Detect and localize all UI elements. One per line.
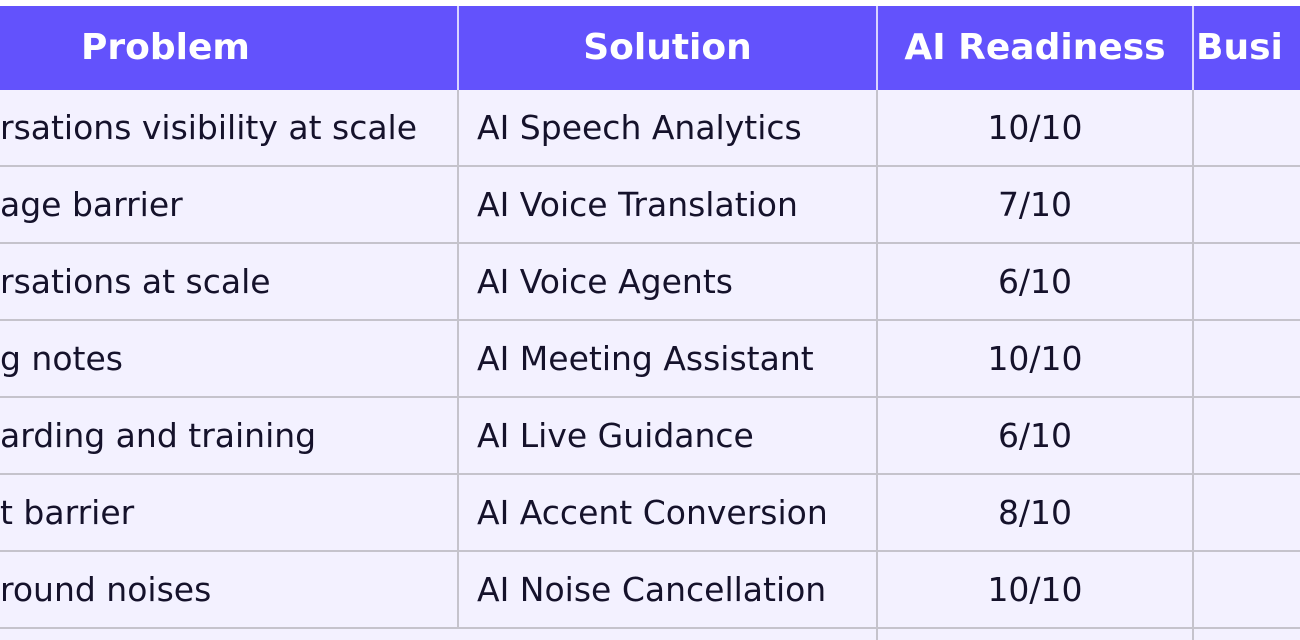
problem-text: t barrier bbox=[0, 493, 135, 532]
problem-cell: g notes bbox=[0, 321, 459, 396]
business-cell bbox=[1194, 167, 1300, 242]
business-cell bbox=[1194, 321, 1300, 396]
problem-text: arding and training bbox=[0, 416, 317, 455]
solution-cell: AI Speech Analytics bbox=[459, 90, 878, 165]
readiness-cell: 10/10 bbox=[878, 90, 1194, 165]
table-row: rsations at scale AI Voice Agents 6/10 bbox=[0, 244, 1300, 321]
readiness-cell bbox=[878, 629, 1194, 640]
problem-cell: arding and training bbox=[0, 398, 459, 473]
business-cell bbox=[1194, 475, 1300, 550]
problem-cell: rsations at scale bbox=[0, 244, 459, 319]
readiness-cell: 6/10 bbox=[878, 244, 1194, 319]
table-header-row: Problem Solution AI Readiness Busi bbox=[0, 6, 1300, 90]
readiness-cell: 7/10 bbox=[878, 167, 1194, 242]
table-row: t barrier AI Accent Conversion 8/10 bbox=[0, 475, 1300, 552]
header-business: Busi bbox=[1196, 27, 1283, 68]
readiness-cell: 8/10 bbox=[878, 475, 1194, 550]
problem-text: rsations visibility at scale bbox=[0, 108, 418, 147]
problem-text: age barrier bbox=[0, 185, 183, 224]
table-row: g notes AI Meeting Assistant 10/10 bbox=[0, 321, 1300, 398]
business-cell bbox=[1194, 398, 1300, 473]
header-solution: Solution bbox=[459, 6, 878, 90]
business-cell bbox=[1194, 90, 1300, 165]
readiness-cell: 6/10 bbox=[878, 398, 1194, 473]
solution-cell: AI Noise Cancellation bbox=[459, 552, 878, 627]
solution-cell: AI Meeting Assistant bbox=[459, 321, 878, 396]
solution-cell: AI Live Guidance bbox=[459, 398, 878, 473]
solution-cell bbox=[459, 629, 878, 640]
header-ai-readiness: AI Readiness bbox=[878, 6, 1194, 90]
solution-cell: AI Voice Agents bbox=[459, 244, 878, 319]
problem-text: round noises bbox=[0, 570, 212, 609]
readiness-cell: 10/10 bbox=[878, 321, 1194, 396]
business-cell bbox=[1194, 552, 1300, 627]
table-row-partial bbox=[0, 629, 1300, 640]
problem-cell: age barrier bbox=[0, 167, 459, 242]
table-row: rsations visibility at scale AI Speech A… bbox=[0, 90, 1300, 167]
solution-cell: AI Accent Conversion bbox=[459, 475, 878, 550]
table-row: round noises AI Noise Cancellation 10/10 bbox=[0, 552, 1300, 629]
table-row: age barrier AI Voice Translation 7/10 bbox=[0, 167, 1300, 244]
problem-text: g notes bbox=[0, 339, 123, 378]
table-row: arding and training AI Live Guidance 6/1… bbox=[0, 398, 1300, 475]
problem-cell: t barrier bbox=[0, 475, 459, 550]
readiness-cell: 10/10 bbox=[878, 552, 1194, 627]
problem-text: rsations at scale bbox=[0, 262, 271, 301]
header-problem: Problem bbox=[0, 6, 459, 90]
problem-cell: round noises bbox=[0, 552, 459, 627]
business-cell bbox=[1194, 244, 1300, 319]
solution-cell: AI Voice Translation bbox=[459, 167, 878, 242]
problem-cell: rsations visibility at scale bbox=[0, 90, 459, 165]
